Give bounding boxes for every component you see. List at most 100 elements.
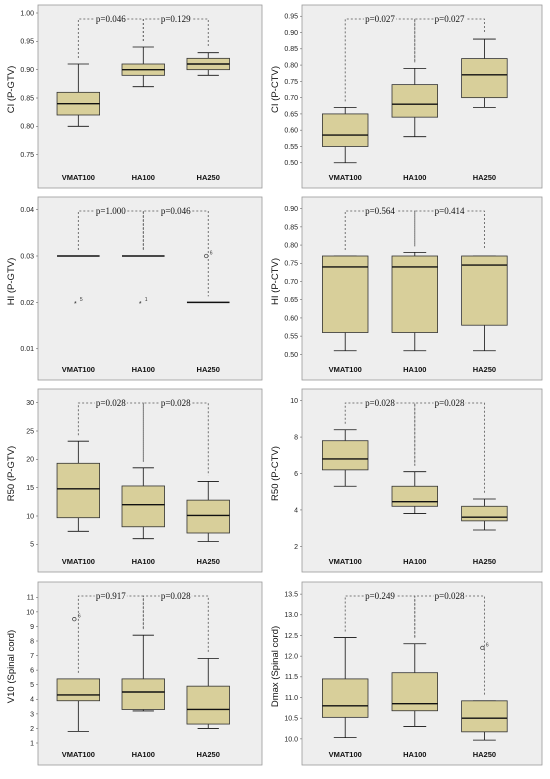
iqr-box (391, 84, 438, 118)
box-vmat100 (56, 63, 101, 127)
p-value-bg (363, 398, 397, 407)
iqr-box (321, 113, 369, 147)
y-tick-label: 0.85 (284, 46, 298, 53)
p-value-bg (363, 591, 397, 600)
box-vmat100 (321, 637, 369, 739)
y-tick-label: 0.80 (284, 62, 298, 69)
chart-panel-2: 0.50 0.55 0.60 0.65 0.70 0.75 0.80 0.85 0.90 0.95… (270, 4, 543, 189)
p-value-bg (159, 398, 192, 407)
y-tick-label: 0.70 (284, 95, 298, 102)
y-tick-label: 11 (27, 595, 34, 602)
y-tick-label: 10 (26, 513, 34, 520)
y-tick-label: 0.65 (284, 297, 298, 304)
p-value-label: p=0.028 (435, 398, 465, 408)
p-value-label: p=0.027 (435, 14, 465, 24)
y-axis-label: CI (P-GTV) (6, 66, 17, 114)
y-tick-label: 0.85 (284, 224, 298, 231)
box-vmat100 (56, 678, 101, 732)
y-tick-label: 0.55 (284, 334, 298, 341)
box-vmat100 (56, 440, 101, 532)
outlier-star: * (139, 301, 142, 308)
y-tick-label: 0.85 (20, 95, 34, 102)
y-tick-label: 0.03 (20, 253, 34, 260)
p-value-label: p=0.917 (96, 591, 126, 601)
y-tick-label: 0.01 (20, 346, 34, 353)
category-label: HA250 (473, 365, 496, 374)
chart-panel-6: 2 4 6 8 10 R50 (P-CTV) VMAT100 HA100 HA250 p=0.02… (270, 388, 543, 573)
p-value-label: p=0.046 (96, 14, 126, 24)
y-tick-label: 25 (26, 428, 34, 435)
y-tick-label: 0.50 (284, 160, 298, 167)
y-tick-label: 1.00 (20, 10, 34, 17)
y-axis-label: HI (P-GTV) (6, 258, 17, 306)
p-value-label: p=0.028 (365, 398, 395, 408)
p-value-bg (363, 206, 397, 215)
category-label: VMAT100 (329, 557, 362, 566)
p-value-label: p=0.129 (161, 14, 191, 24)
p-value-label: p=0.028 (161, 591, 191, 601)
y-tick-label: 2 (294, 544, 298, 551)
y-tick-label: 0.90 (284, 206, 298, 213)
box-ha100 (121, 467, 165, 540)
chart-panel-4: 0.50 0.55 0.60 0.65 0.70 0.75 0.80 0.85 0.90 HI (… (270, 196, 543, 381)
y-tick-label: 11.0 (285, 695, 298, 702)
box-ha250 (186, 658, 230, 729)
y-tick-label: 1 (30, 740, 34, 747)
category-label: VMAT100 (329, 750, 362, 759)
p-value-bg (94, 398, 127, 407)
p-value-bg (159, 591, 192, 600)
p-value-bg (94, 14, 127, 23)
iqr-box (121, 485, 165, 528)
box-ha250 (461, 38, 508, 108)
category-label: HA100 (403, 173, 426, 182)
y-tick-label: 0.65 (284, 111, 298, 118)
p-value-bg (433, 206, 466, 215)
category-label: HA100 (132, 173, 155, 182)
p-value-bg (433, 591, 466, 600)
y-tick-label: 6 (30, 668, 34, 675)
y-tick-label: 7 (30, 653, 34, 660)
chart-panel-3: 0.01 0.02 0.03 0.04 HI (P-GTV) VMAT100 HA100 HA… (6, 196, 263, 381)
iqr-box (321, 440, 369, 471)
y-tick-label: 0.50 (284, 352, 298, 359)
y-tick-label: 12.0 (284, 654, 298, 661)
y-tick-label: 12.5 (284, 633, 298, 640)
y-axis-label: R50 (P-GTV) (6, 446, 17, 501)
y-tick-label: 0.75 (20, 152, 34, 159)
category-label: VMAT100 (62, 750, 95, 759)
iqr-box (391, 672, 438, 712)
iqr-box (186, 499, 230, 534)
p-value-label: p=0.028 (161, 398, 191, 408)
significance-bracket (414, 210, 485, 250)
chart-panel-8: 10.0 10.5 11.0 11.5 12.0 12.5 13.0 13.5 Dmax (Sp… (270, 581, 543, 766)
significance-bracket (142, 18, 209, 47)
y-tick-label: 0.75 (284, 261, 298, 268)
outlier-star: * (74, 301, 77, 308)
category-label: HA100 (132, 365, 155, 374)
y-tick-label: 0.60 (284, 315, 298, 322)
y-tick-label: 0.55 (284, 144, 298, 151)
p-value-bg (159, 206, 192, 215)
y-axis-label: CI (P-CTV) (270, 66, 281, 113)
outlier-label: 6 (210, 251, 213, 257)
iqr-box (321, 678, 369, 718)
y-tick-label: 4 (30, 697, 34, 704)
y-tick-label: 0.90 (284, 30, 298, 37)
y-tick-label: 20 (26, 457, 34, 464)
significance-bracket (142, 402, 209, 476)
box-ha100 (121, 634, 165, 712)
box-vmat100 (321, 255, 369, 352)
outlier-label: 6 (486, 642, 489, 648)
category-label: HA250 (473, 557, 496, 566)
outlier-circle (480, 645, 485, 651)
box-ha100 (391, 643, 438, 727)
panel-background (37, 196, 263, 381)
p-value-bg (94, 206, 127, 215)
y-tick-label: 0.04 (20, 207, 34, 214)
box-ha100 (121, 46, 165, 88)
significance-bracket (344, 402, 416, 466)
box-ha250 (186, 481, 230, 542)
box-ha100 (391, 251, 438, 352)
y-tick-label: 0.70 (284, 279, 298, 286)
significance-bracket (344, 595, 416, 638)
